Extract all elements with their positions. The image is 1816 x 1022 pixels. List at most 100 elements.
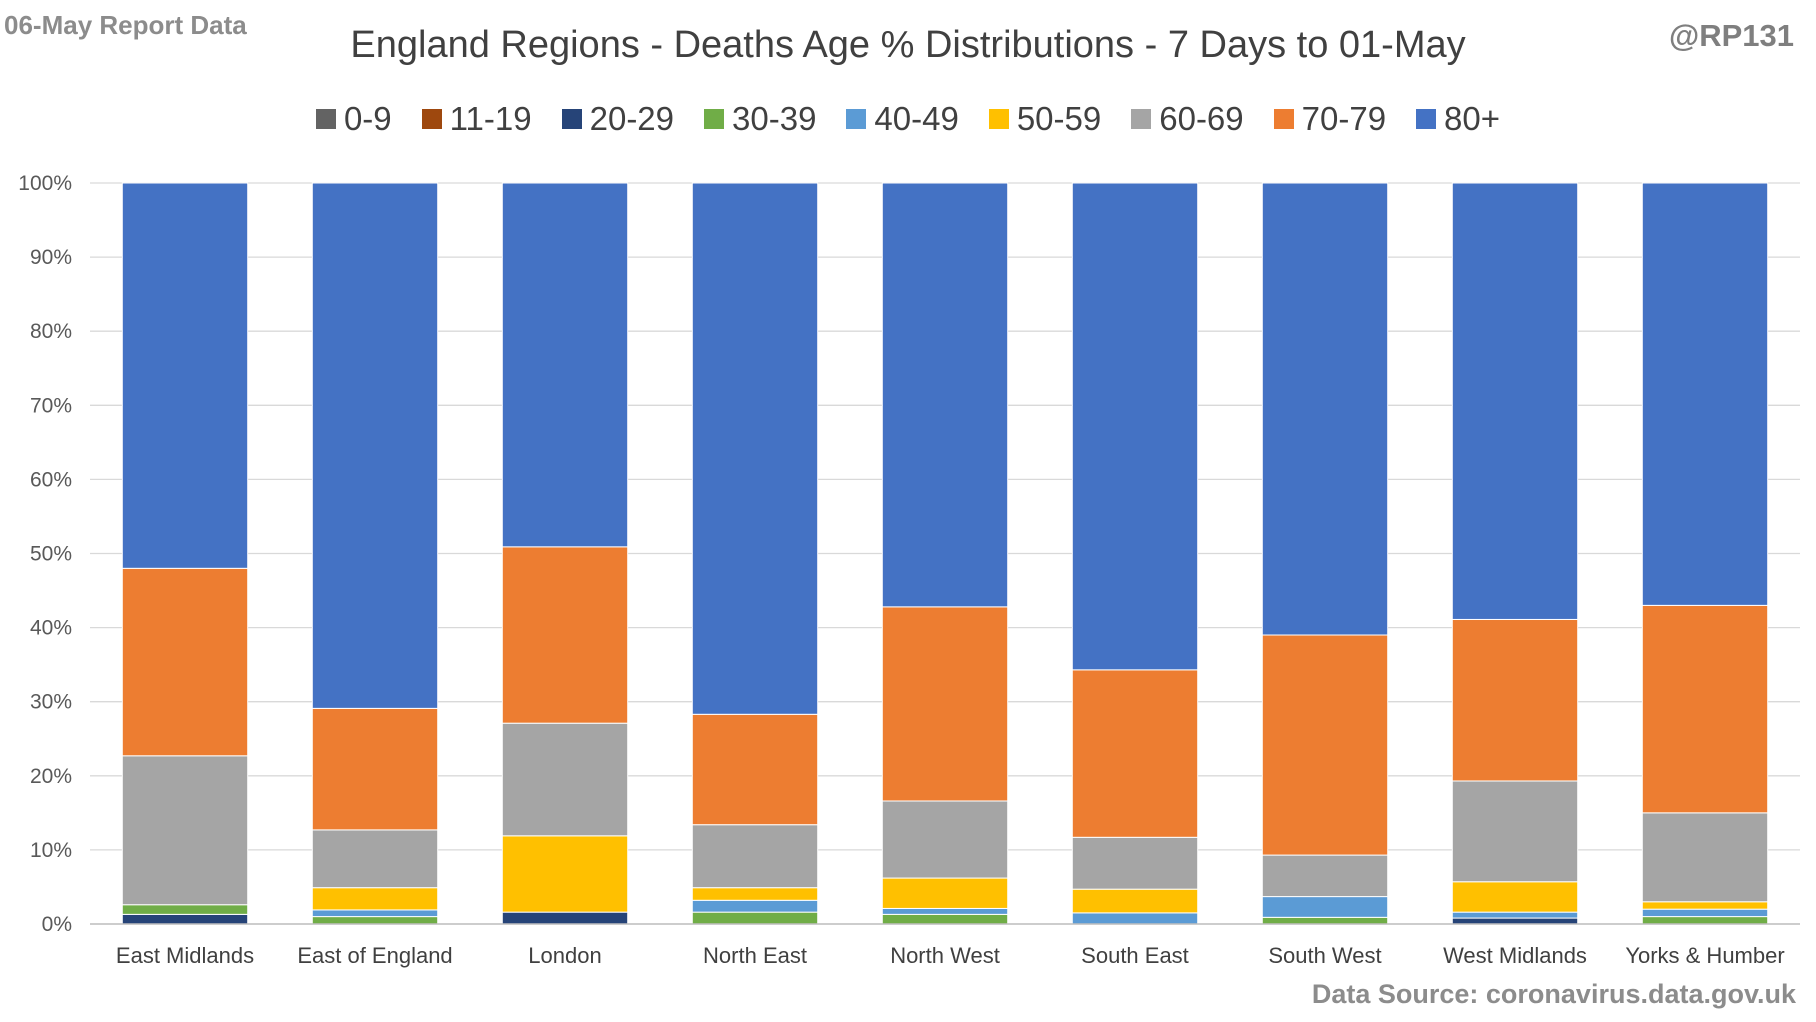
bar-segment-40-49 xyxy=(1261,896,1389,918)
bar-segment-40-49 xyxy=(311,909,439,918)
legend-label: 60-69 xyxy=(1159,100,1244,137)
legend-swatch xyxy=(421,109,442,129)
x-category-label: South West xyxy=(1268,943,1381,968)
y-tick-label: 10% xyxy=(30,839,72,862)
legend-label: 30-39 xyxy=(732,100,817,137)
bar-segment-80- xyxy=(501,182,629,548)
bar-segment-60-69 xyxy=(691,824,819,889)
legend-item-60-69: 60-69 xyxy=(1131,100,1244,138)
y-tick-label: 0% xyxy=(42,913,72,936)
chart-title: England Regions - Deaths Age % Distribut… xyxy=(350,24,1466,66)
bar-segment-70-79 xyxy=(501,546,629,724)
legend-item-50-59: 50-59 xyxy=(988,100,1102,138)
x-category-label: Yorks & Humber xyxy=(1625,943,1784,968)
bar-segment-40-49 xyxy=(1641,908,1769,918)
bar-segment-60-69 xyxy=(311,829,439,889)
report-date-label: 06-May Report Data xyxy=(4,10,247,40)
y-tick-label: 70% xyxy=(30,394,72,417)
legend-swatch xyxy=(846,109,867,129)
bar-segment-70-79 xyxy=(1641,604,1769,814)
legend-label: 11-19 xyxy=(449,100,532,137)
data-source-label: Data Source: coronavirus.data.gov.uk xyxy=(1311,979,1796,1009)
bar-segment-50-59 xyxy=(311,887,439,911)
bar-segment-60-69 xyxy=(121,755,249,906)
x-category-label: South East xyxy=(1081,943,1189,968)
bar-segment-80- xyxy=(1071,182,1199,671)
legend-label: 80+ xyxy=(1444,100,1501,137)
author-handle: @RP131 xyxy=(1668,18,1794,53)
bar-segment-40-49 xyxy=(1071,912,1199,925)
y-tick-label: 40% xyxy=(30,617,72,640)
x-category-label: West Midlands xyxy=(1443,943,1587,968)
bar-segment-80- xyxy=(691,182,819,715)
y-tick-label: 60% xyxy=(30,468,72,491)
bar-segment-70-79 xyxy=(1451,618,1579,782)
bar-segment-70-79 xyxy=(121,567,249,757)
bar-segment-50-59 xyxy=(501,835,629,913)
legend-item-20-29: 20-29 xyxy=(561,100,675,138)
bar-segment-80- xyxy=(881,182,1009,608)
bar-segment-50-59 xyxy=(691,887,819,901)
bar-segment-80- xyxy=(1451,182,1579,620)
bar-segment-70-79 xyxy=(311,707,439,831)
bar-segment-60-69 xyxy=(1641,812,1769,903)
legend-item-70-79: 70-79 xyxy=(1273,100,1387,138)
bar-segment-30-39 xyxy=(1261,916,1389,925)
legend-swatch xyxy=(1273,109,1294,129)
legend-item-0-9: 0-9 xyxy=(315,100,392,138)
bar-segment-40-49 xyxy=(691,899,819,913)
bar-segment-50-59 xyxy=(1451,881,1579,913)
legend-label: 70-79 xyxy=(1301,100,1387,137)
legend-swatch xyxy=(704,109,725,129)
legend-item-40-49: 40-49 xyxy=(846,100,959,138)
bar-segment-30-39 xyxy=(1641,916,1769,925)
legend-label: 0-9 xyxy=(343,100,392,137)
legend-swatch xyxy=(988,109,1009,129)
bar-segment-60-69 xyxy=(1451,780,1579,883)
y-tick-label: 20% xyxy=(30,765,72,788)
bar-segment-80- xyxy=(311,182,439,709)
bar-segment-80- xyxy=(121,182,249,569)
bar-segment-80- xyxy=(1641,182,1769,606)
bar-segment-70-79 xyxy=(691,713,819,826)
bar-segment-60-69 xyxy=(1261,854,1389,898)
legend-label: 20-29 xyxy=(589,100,675,137)
bar-segment-40-49 xyxy=(881,907,1009,915)
legend-label: 40-49 xyxy=(874,100,959,137)
y-tick-label: 100% xyxy=(18,172,72,195)
bar-segment-60-69 xyxy=(881,800,1009,879)
y-tick-label: 90% xyxy=(30,246,72,269)
legend-item-11-19: 11-19 xyxy=(421,100,532,138)
bar-segment-50-59 xyxy=(1071,888,1199,914)
legend-swatch xyxy=(1131,109,1152,129)
x-category-label: London xyxy=(528,943,601,968)
x-category-label: East Midlands xyxy=(116,943,254,968)
legend-item-80-: 80+ xyxy=(1416,100,1500,138)
bar-segment-70-79 xyxy=(881,606,1009,802)
bar-segment-50-59 xyxy=(881,877,1009,909)
bar-segment-30-39 xyxy=(691,911,819,925)
bar-segment-20-29 xyxy=(501,911,629,925)
bar-segment-60-69 xyxy=(501,722,629,837)
y-tick-label: 80% xyxy=(30,320,72,343)
legend-swatch xyxy=(315,109,336,129)
x-category-label: North West xyxy=(890,943,1000,968)
y-tick-label: 30% xyxy=(30,691,72,714)
bar-segment-30-39 xyxy=(311,916,439,925)
x-category-label: East of England xyxy=(297,943,452,968)
bar-segment-70-79 xyxy=(1071,669,1199,838)
legend-item-30-39: 30-39 xyxy=(704,100,816,138)
legend-swatch xyxy=(1416,109,1437,129)
x-category-label: North East xyxy=(703,943,807,968)
chart-legend: 0-9 11-19 20-29 30-39 40-49 50-59 60-69 70-79 80… xyxy=(0,100,1816,138)
y-tick-label: 50% xyxy=(30,543,72,566)
bar-segment-80- xyxy=(1261,182,1389,636)
bar-segment-20-29 xyxy=(121,913,249,925)
legend-swatch xyxy=(561,109,582,129)
bar-segment-40-49 xyxy=(1451,911,1579,919)
bar-segment-20-29 xyxy=(1451,917,1579,925)
legend-label: 50-59 xyxy=(1016,100,1102,137)
bar-segment-60-69 xyxy=(1071,836,1199,890)
